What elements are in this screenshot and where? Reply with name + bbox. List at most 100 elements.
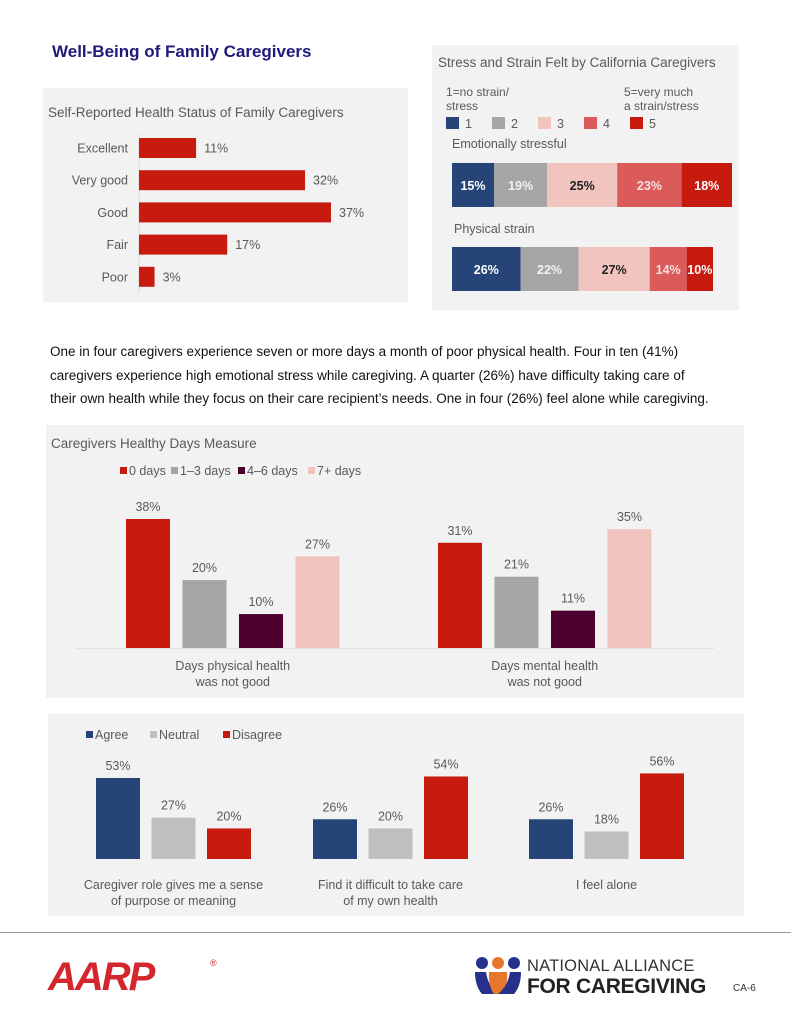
category-label: Days physical health	[175, 659, 290, 673]
nac-people-icon	[475, 957, 521, 994]
legend-swatch	[86, 731, 93, 738]
data-label: 11%	[204, 142, 228, 156]
category-label: Days mental health	[491, 659, 598, 673]
legend-label-5: 5	[649, 117, 656, 131]
bar-7-days	[607, 529, 652, 648]
nac-person-body-right	[498, 972, 521, 994]
legend-label: Disagree	[232, 728, 282, 742]
summary-paragraph: One in four caregivers experience seven …	[50, 340, 750, 411]
nac-person-head-right	[508, 957, 520, 969]
segment-label: 10%	[687, 263, 712, 277]
segment-label: 22%	[537, 263, 562, 277]
category-label: Fair	[106, 238, 128, 252]
category-label: Excellent	[77, 142, 128, 156]
segment-label: 18%	[694, 179, 719, 193]
data-label: 26%	[538, 800, 563, 814]
data-label: 27%	[305, 537, 330, 551]
data-label: 10%	[248, 595, 273, 609]
legend-swatch	[223, 731, 230, 738]
stress-strain-title: Stress and Strain Felt by California Car…	[438, 55, 716, 70]
legend-label: Agree	[95, 728, 128, 742]
bar-4-6-days	[239, 614, 283, 648]
footer-divider	[0, 932, 791, 933]
scale-low-label: 1=no strain/ stress	[446, 85, 509, 113]
legend-label: Neutral	[159, 728, 199, 742]
bar-4-6-days	[551, 610, 595, 648]
healthy-days-panel: Caregivers Healthy Days Measure 0 days 1–…	[46, 425, 744, 698]
summary-line-2: caregivers experience high emotional str…	[50, 367, 685, 383]
bar-disagree	[640, 773, 684, 859]
bar-excellent	[139, 138, 197, 158]
legend-label-4: 4	[603, 117, 610, 131]
bar-fair	[139, 234, 228, 255]
health-status-chart: Excellent 11% Very good 32% Good 37% Fair 17% Po…	[72, 134, 364, 293]
data-label: 17%	[235, 238, 260, 252]
data-label: 27%	[161, 799, 186, 813]
caregiver-attitudes-chart: Agree Neutral Disagree 53% 27% 20% Caregiver r…	[84, 728, 684, 908]
healthy-days-chart: 0 days 1–3 days 4–6 days 7+ days 38% 20% 10% 27…	[76, 464, 714, 689]
legend-label-1: 1	[465, 117, 472, 131]
segment-3	[578, 247, 650, 291]
caregiver-attitudes-panel: Agree Neutral Disagree 53% 27% 20% Caregiver r…	[48, 714, 744, 916]
data-label: 32%	[313, 174, 338, 188]
segment-1	[452, 163, 494, 207]
legend-swatch-2	[492, 117, 505, 129]
segment-label: 14%	[656, 263, 681, 277]
segment-label: 15%	[460, 179, 485, 193]
bar-agree	[313, 819, 357, 859]
data-label: 54%	[433, 757, 458, 771]
bar-neutral	[584, 831, 629, 859]
data-label: 53%	[105, 759, 130, 773]
legend-swatch-4	[584, 117, 597, 129]
stress-strain-chart: 1 2 3 4 5 Emotionally stressful 15% 19% 25% 23% 18…	[446, 117, 732, 291]
data-label: 35%	[617, 510, 642, 524]
segment-4	[617, 163, 682, 207]
category-label: Poor	[102, 270, 128, 284]
legend-swatch-3	[538, 117, 551, 129]
row-label: Physical strain	[454, 222, 535, 236]
segment-5	[686, 247, 713, 291]
data-label: 3%	[163, 270, 181, 284]
bar-agree	[96, 778, 140, 859]
page-number: CA-6	[733, 983, 756, 994]
segment-label: 26%	[474, 263, 499, 277]
data-label: 31%	[447, 524, 472, 538]
legend-swatch-1	[446, 117, 459, 129]
summary-line-1: One in four caregivers experience seven …	[50, 344, 679, 359]
data-label: 20%	[192, 561, 217, 575]
bar-0-days	[126, 519, 170, 648]
category-label: I feel alone	[576, 878, 637, 892]
bar-neutral	[151, 817, 196, 859]
scale-high-label: 5=very much a strain/stress	[624, 85, 699, 113]
segment-1	[452, 247, 521, 291]
data-label: 11%	[561, 592, 585, 606]
category-label: of purpose or meaning	[111, 894, 236, 908]
scale-high-line1: 5=very much	[624, 85, 694, 99]
legend-swatch	[150, 731, 157, 738]
segment-5	[681, 163, 732, 207]
category-label: was not good	[507, 675, 582, 689]
data-label: 56%	[649, 754, 674, 768]
category-label: Find it difficult to take care	[318, 878, 463, 892]
bar-disagree	[207, 828, 251, 859]
legend-swatch	[171, 467, 178, 474]
aarp-logo: AARP	[48, 955, 155, 999]
scale-low-line1: 1=no strain/	[446, 85, 510, 99]
data-label: 21%	[504, 558, 529, 572]
segment-4	[649, 247, 687, 291]
legend-label: 0 days	[129, 464, 166, 478]
row-label: Emotionally stressful	[452, 137, 567, 151]
segment-label: 27%	[602, 263, 627, 277]
bar-disagree	[424, 776, 468, 859]
legend-label: 1–3 days	[180, 464, 231, 478]
legend-label-2: 2	[511, 117, 518, 131]
health-status-panel: Self-Reported Health Status of Family Ca…	[43, 88, 408, 302]
segment-label: 25%	[570, 179, 595, 193]
summary-line-3: their own health while they focus on the…	[50, 391, 709, 406]
nac-logo-line1: NATIONAL ALLIANCE	[527, 957, 695, 975]
legend-label: 4–6 days	[247, 464, 298, 478]
segment-3	[547, 163, 618, 207]
category-label: was not good	[195, 675, 270, 689]
bar-0-days	[438, 542, 482, 648]
registered-mark: ®	[210, 958, 217, 968]
